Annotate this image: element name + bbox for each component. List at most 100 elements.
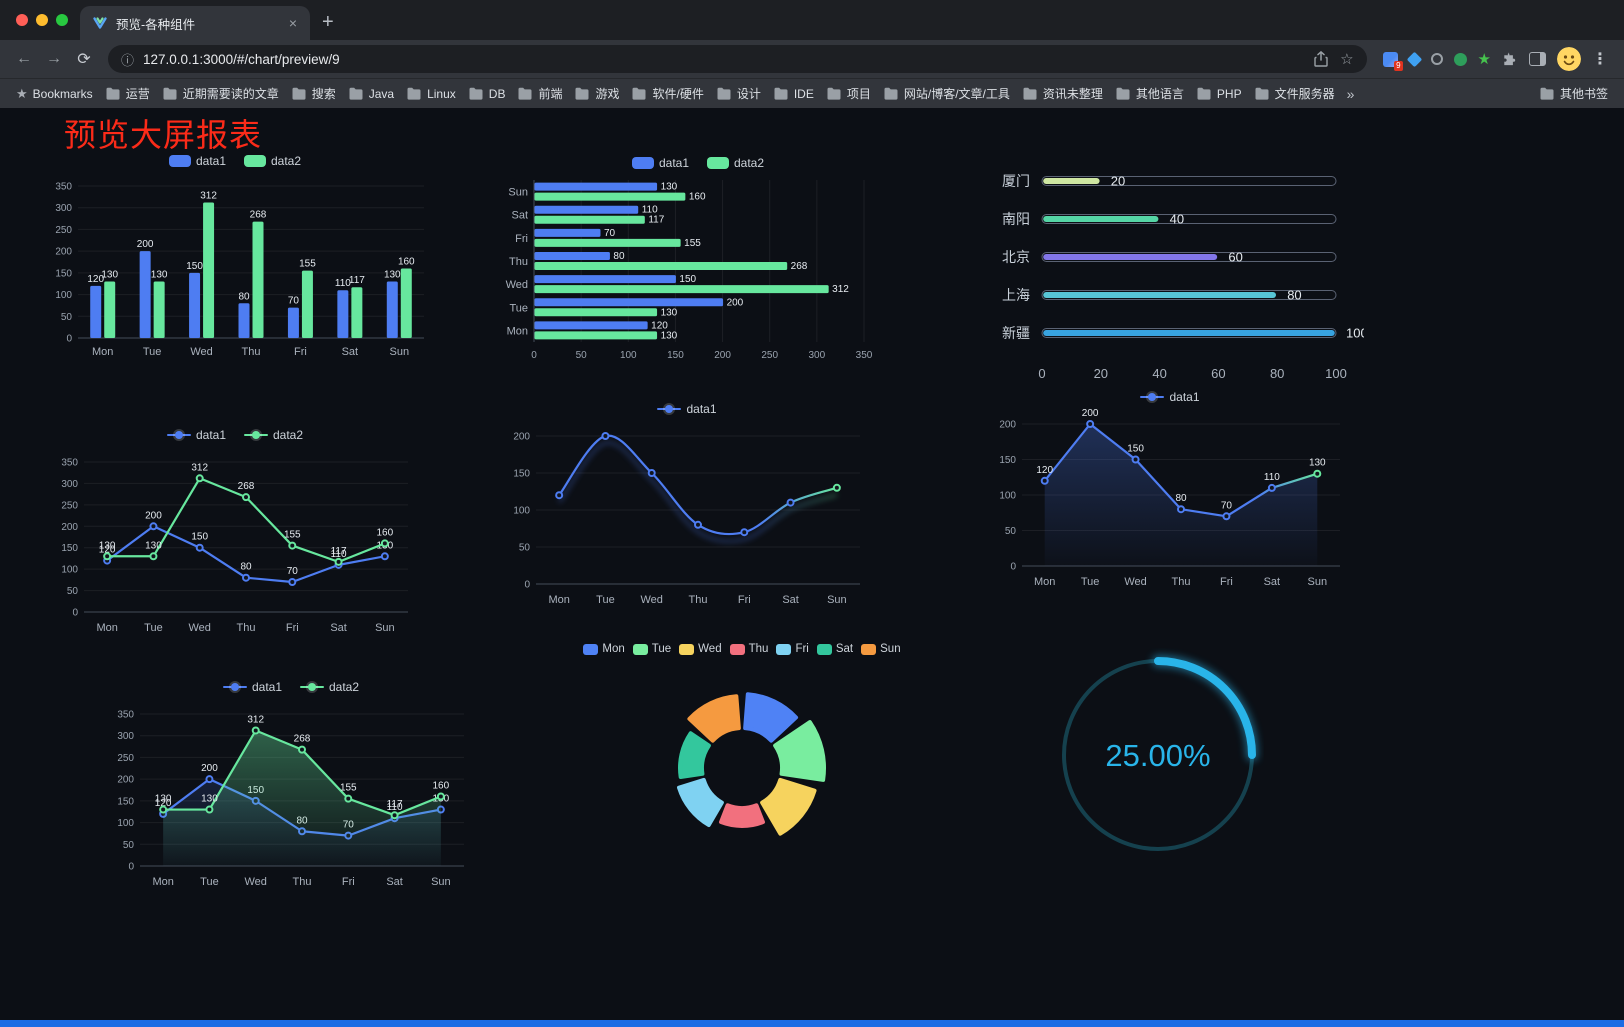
folder-icon — [716, 87, 732, 101]
legend-item[interactable]: Sun — [861, 643, 901, 655]
legend-label: Mon — [602, 643, 625, 655]
tab-close-icon[interactable]: × — [288, 15, 298, 31]
side-panel-icon[interactable] — [1529, 52, 1546, 66]
legend-item[interactable]: data2 — [244, 428, 303, 442]
svg-text:新疆: 新疆 — [1002, 325, 1030, 341]
extension-icon-ring[interactable] — [1430, 53, 1443, 65]
svg-text:Sat: Sat — [330, 622, 347, 634]
legend-item[interactable]: Thu — [729, 643, 768, 655]
bookmark-item[interactable]: 游戏 — [568, 84, 625, 104]
svg-text:110: 110 — [335, 278, 351, 289]
bookmarks-overflow-icon[interactable]: » — [1346, 85, 1355, 102]
profile-avatar[interactable] — [1557, 47, 1581, 71]
bookmark-label: 其他书签 — [1559, 86, 1608, 101]
svg-text:Tue: Tue — [596, 594, 615, 606]
site-info-icon[interactable]: ⓘ — [121, 52, 135, 68]
bookmark-label: 软件/硬件 — [652, 86, 704, 101]
bookmark-label: 其他语言 — [1135, 86, 1184, 101]
bookmarks-root-item[interactable]: ★ Bookmarks — [10, 84, 99, 103]
bookmark-item[interactable]: 近期需要读的文章 — [156, 84, 285, 104]
legend-item[interactable]: Mon — [583, 643, 625, 655]
legend-item[interactable]: data2 — [244, 154, 301, 168]
legend-item[interactable]: data1 — [166, 428, 226, 442]
share-icon[interactable] — [1314, 51, 1328, 67]
legend-item[interactable]: data2 — [707, 156, 764, 170]
bookmark-item[interactable]: 搜索 — [285, 84, 342, 104]
bookmark-item[interactable]: 项目 — [820, 84, 877, 104]
legend-item[interactable]: Wed — [679, 643, 722, 655]
svg-text:200: 200 — [714, 350, 731, 361]
address-bar[interactable]: ⓘ 127.0.0.1:3000/#/chart/preview/9 ☆ — [108, 45, 1367, 73]
extension-icon-star[interactable]: ★ — [1477, 50, 1491, 68]
minimize-window-button[interactable] — [36, 14, 48, 26]
bookmark-item[interactable]: DB — [462, 84, 512, 104]
legend-item[interactable]: data1 — [1140, 390, 1200, 404]
svg-text:Sun: Sun — [375, 622, 395, 634]
bookmark-star-icon[interactable]: ☆ — [1340, 51, 1354, 68]
forward-icon[interactable]: → — [46, 50, 62, 67]
svg-text:130: 130 — [384, 270, 401, 281]
extension-icon-green[interactable] — [1453, 52, 1467, 66]
svg-text:Tue: Tue — [509, 302, 528, 314]
svg-text:70: 70 — [287, 566, 299, 577]
url-text[interactable]: 127.0.0.1:3000/#/chart/preview/9 — [143, 51, 340, 67]
browser-tab[interactable]: 预览-各种组件 × — [80, 6, 310, 40]
bookmark-item[interactable]: 网站/博客/文章/工具 — [877, 84, 1016, 104]
chart-line-gradient: data1 0 50 100 150 200 Mon Tue Wed Thu Fri Sat Sun — [498, 398, 876, 610]
reload-icon[interactable]: ⟳ — [77, 51, 91, 68]
svg-text:117: 117 — [648, 215, 664, 226]
svg-text:110: 110 — [1264, 472, 1280, 483]
legend-label: Sat — [835, 643, 854, 655]
bookmark-label: 运营 — [125, 86, 150, 101]
menu-kebab-icon[interactable]: ⋮ — [1592, 51, 1608, 68]
svg-text:北京: 北京 — [1002, 249, 1030, 265]
legend-label: Sun — [880, 643, 901, 655]
extension-icon-drop[interactable] — [1406, 51, 1422, 67]
bookmark-item[interactable]: 前端 — [511, 84, 568, 104]
svg-text:0: 0 — [72, 608, 78, 619]
svg-text:110: 110 — [331, 549, 347, 560]
chart-donut-week: Mon Tue Wed Thu Fri Sat Sun — [556, 638, 928, 868]
new-tab-button[interactable]: + — [322, 11, 334, 33]
chart-legend: data1 data2 — [40, 150, 430, 172]
svg-text:100: 100 — [117, 818, 134, 829]
bookmark-item[interactable]: 文件服务器 — [1248, 84, 1341, 104]
legend-marker — [168, 155, 191, 167]
extensions-puzzle-icon[interactable] — [1502, 51, 1518, 67]
legend-item[interactable]: Sat — [816, 643, 854, 655]
svg-text:200: 200 — [117, 775, 134, 786]
legend-item[interactable]: data1 — [168, 154, 226, 168]
svg-text:200: 200 — [145, 510, 162, 521]
legend-item[interactable]: data1 — [657, 402, 717, 416]
svg-text:Sat: Sat — [782, 594, 799, 606]
bookmark-item[interactable]: 设计 — [710, 84, 767, 104]
legend-item[interactable]: Fri — [776, 643, 809, 655]
svg-text:20: 20 — [1094, 366, 1108, 381]
svg-text:Wed: Wed — [1124, 576, 1146, 588]
svg-text:268: 268 — [791, 261, 808, 272]
extension-icon-capture[interactable]: 9 — [1382, 51, 1403, 71]
svg-text:20: 20 — [1111, 174, 1125, 189]
legend-item[interactable]: data1 — [631, 156, 689, 170]
svg-text:200: 200 — [137, 239, 154, 250]
svg-text:160: 160 — [689, 192, 706, 203]
legend-item[interactable]: data1 — [222, 680, 282, 694]
bookmark-item[interactable]: PHP — [1190, 84, 1248, 104]
legend-item[interactable]: Tue — [632, 643, 671, 655]
bookmark-item[interactable]: IDE — [767, 84, 820, 104]
legend-item[interactable]: data2 — [300, 680, 359, 694]
close-window-button[interactable] — [16, 14, 28, 26]
bookmark-item[interactable]: 运营 — [99, 84, 156, 104]
tab-favicon — [92, 15, 108, 31]
other-bookmarks-item[interactable]: 其他书签 — [1533, 84, 1614, 104]
chart-line-dual-area: data1 data2 0 50 100 150 200 250 300 350 Mon Tue We… — [102, 676, 480, 892]
zoom-window-button[interactable] — [56, 14, 68, 26]
bookmark-item[interactable]: 软件/硬件 — [625, 84, 709, 104]
bookmark-item[interactable]: Java — [342, 84, 400, 104]
chart-plot: 0 50 100 150 200 Mon Tue Wed Thu Fri Sat Sun — [498, 420, 876, 610]
bookmark-item[interactable]: 其他语言 — [1109, 84, 1190, 104]
back-icon[interactable]: ← — [16, 50, 32, 67]
bookmark-item[interactable]: 资讯未整理 — [1016, 84, 1109, 104]
bookmark-item[interactable]: Linux — [400, 84, 462, 104]
folder-icon — [348, 87, 364, 101]
